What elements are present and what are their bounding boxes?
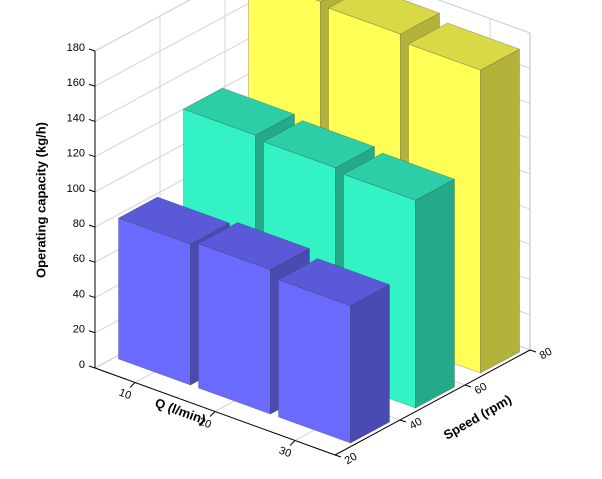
axis-line xyxy=(94,367,336,456)
tick-mark xyxy=(88,259,96,263)
bar-top xyxy=(277,258,391,306)
bar-front xyxy=(118,217,191,386)
y-tick-label: 120 xyxy=(67,148,85,160)
y-tick-label: 80 xyxy=(73,218,85,230)
y-tick-label: 60 xyxy=(73,253,85,265)
z-tick-label: 40 xyxy=(408,416,425,433)
axis-line xyxy=(334,349,531,456)
tick-mark xyxy=(88,48,96,52)
y-tick-label: 160 xyxy=(67,77,85,89)
bar-top xyxy=(327,0,441,35)
value-axis-title: Operating capacity (kg/h) xyxy=(33,122,48,278)
tick-mark xyxy=(129,382,136,388)
tick-mark xyxy=(88,154,96,158)
tick-mark xyxy=(88,330,96,334)
y-tick-label: 100 xyxy=(67,183,85,195)
tick-mark xyxy=(399,419,407,423)
bar-top xyxy=(182,87,296,136)
y-tick-label: 180 xyxy=(67,42,85,54)
z-tick-label: 60 xyxy=(473,381,490,398)
x-tick-label: 20 xyxy=(197,416,213,431)
y-tick-label: 140 xyxy=(67,112,85,124)
bar-side xyxy=(480,48,520,374)
bar-top xyxy=(407,22,521,71)
z-axis-title: Speed (rpm) xyxy=(441,392,514,443)
x-tick-label: 30 xyxy=(277,445,293,460)
tick-mark xyxy=(289,440,296,446)
bar-top xyxy=(315,0,324,2)
z-tick-label: 80 xyxy=(538,346,555,363)
grid-line xyxy=(94,0,191,52)
tick-mark xyxy=(529,349,537,353)
bar-top xyxy=(262,120,376,168)
tick-mark xyxy=(88,365,96,369)
tick-mark xyxy=(209,411,216,417)
tick-mark xyxy=(88,295,96,299)
bar-side xyxy=(350,284,390,444)
tick-mark xyxy=(88,224,96,228)
tick-mark xyxy=(88,189,96,193)
grid-line xyxy=(94,0,257,87)
bar-front xyxy=(198,243,271,415)
y-tick-label: 0 xyxy=(79,359,85,371)
tick-mark xyxy=(464,384,472,388)
bar-front xyxy=(278,279,351,444)
tick-mark xyxy=(334,454,342,458)
bar-top xyxy=(342,152,456,201)
y-tick-label: 40 xyxy=(73,288,85,300)
bar-side xyxy=(415,178,455,409)
tick-mark xyxy=(88,83,96,87)
tick-mark xyxy=(88,118,96,122)
bar-top xyxy=(197,222,311,270)
x-tick-label: 10 xyxy=(117,387,133,402)
y-tick-label: 20 xyxy=(73,324,85,336)
bar-top xyxy=(117,196,231,245)
z-tick-label: 20 xyxy=(343,451,360,468)
